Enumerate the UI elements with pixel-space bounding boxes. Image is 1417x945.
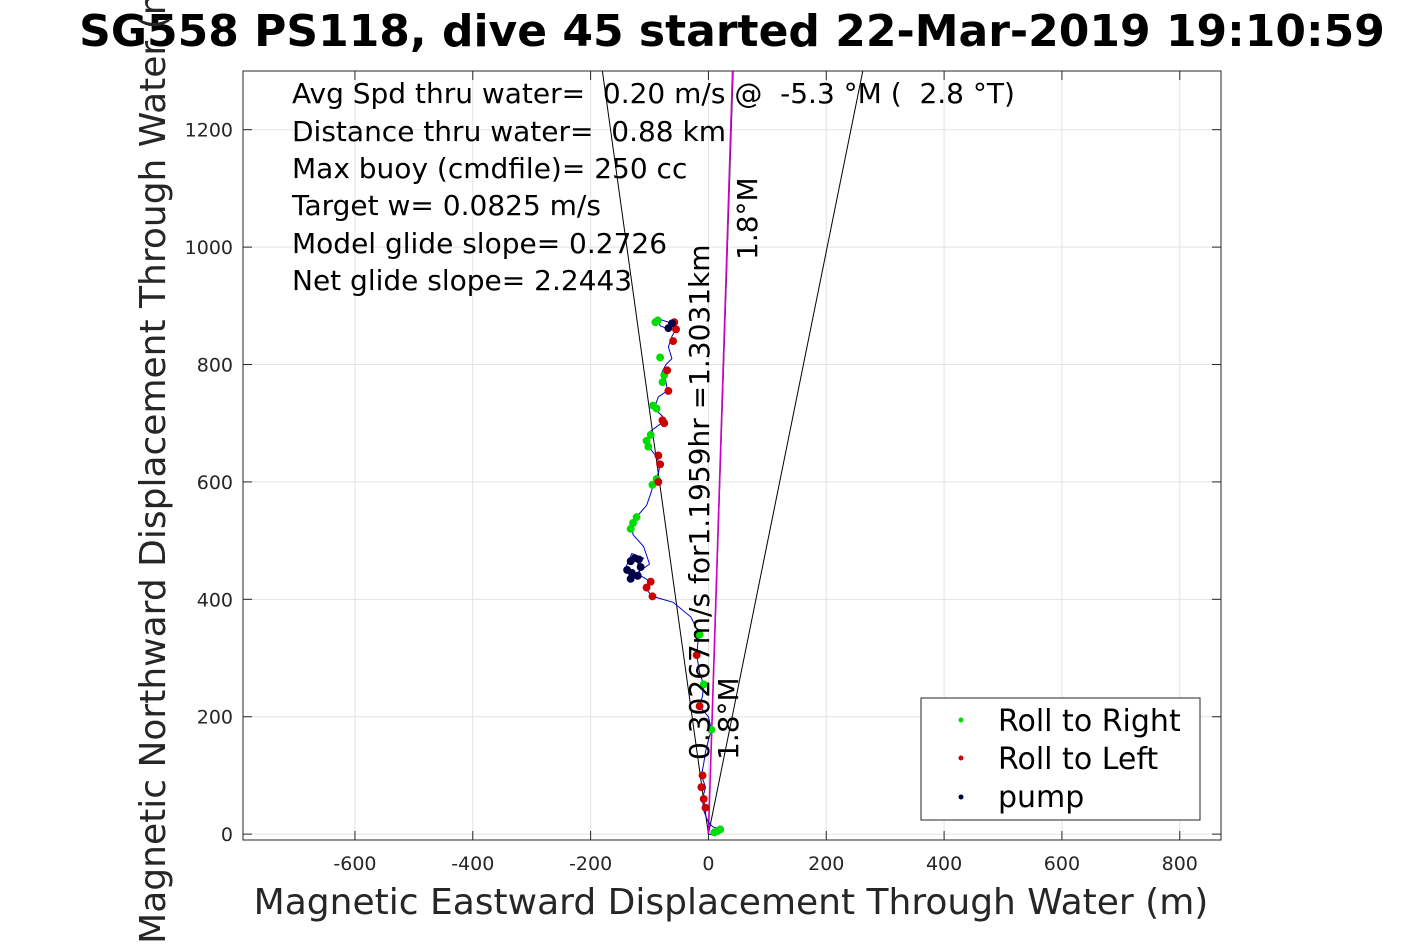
roll-left-point	[663, 366, 672, 375]
legend-box	[920, 697, 1201, 821]
roll-left-point	[646, 577, 655, 586]
roll-left-point	[701, 803, 710, 812]
y-tick-label: 800	[197, 355, 233, 377]
grid	[243, 71, 1221, 840]
roll-right-point	[716, 825, 725, 834]
y-tick-label: 1200	[185, 120, 233, 142]
roll-right-point	[651, 318, 660, 327]
y-tick-label: 200	[197, 707, 233, 729]
x-tick-label: -600	[333, 853, 376, 875]
roll-left-point	[698, 771, 707, 780]
pump-point	[664, 324, 673, 333]
annotation-avg-speed: Avg Spd thru water= 0.20 m/s @ -5.3 °M (…	[292, 77, 1015, 110]
roll-left-point	[697, 783, 706, 792]
legend-entry-roll-left: Roll to Left	[998, 742, 1158, 777]
annotation-distance: Distance thru water= 0.88 km	[292, 115, 726, 148]
x-tick-label: 0	[702, 853, 714, 875]
legend: Roll to Right Roll to Left pump	[920, 697, 1201, 821]
x-tick-label: -200	[569, 853, 612, 875]
roll-right-point	[644, 442, 653, 451]
roll-left-point	[654, 477, 663, 486]
heading-label-lower: 1.8°M	[712, 677, 745, 760]
roll-right-point	[646, 431, 655, 439]
roll-left-point	[669, 337, 678, 345]
roll-right-point	[710, 828, 719, 837]
pump-point	[633, 571, 642, 580]
roll-right-point	[649, 401, 658, 410]
roll-left-point	[695, 702, 704, 711]
roll-left-point	[648, 592, 657, 601]
x-tick-label: 200	[808, 853, 844, 875]
y-tick-labels: 0 200 400 600 800 1000 1200	[185, 120, 233, 846]
x-tick-label: 600	[1044, 853, 1080, 875]
pump-point	[627, 568, 636, 577]
plot-area-frame	[242, 70, 1222, 841]
roll-left-point	[658, 416, 667, 425]
roll-right-point	[707, 725, 716, 734]
x-tick-labels: -600 -400 -200 0 200 400 600 800	[333, 853, 1198, 875]
y-tick-label: 400	[197, 589, 233, 611]
legend-marker-pump	[958, 794, 964, 800]
pump-point	[630, 554, 639, 563]
roll-right-point	[658, 378, 667, 387]
legend-entry-pump: pump	[998, 780, 1084, 815]
y-tick-label: 0	[221, 824, 233, 846]
annotation-block: Avg Spd thru water= 0.20 m/s @ -5.3 °M (…	[291, 77, 1015, 297]
legend-marker-roll-right	[958, 717, 964, 723]
y-axis-label: Magnetic Northward Displacement Through …	[133, 0, 174, 944]
vector-label: 0.30267m/s for1.1959hr =1.3031km	[683, 244, 716, 760]
roll-left-point	[672, 325, 680, 334]
roll-left-point	[654, 451, 663, 460]
roll-left-point	[664, 386, 673, 395]
roll-right-point	[626, 524, 635, 533]
roll-right-point	[695, 630, 704, 639]
roll-right-point	[656, 353, 665, 362]
roll-left-point	[699, 794, 708, 803]
roll-left-point	[642, 583, 651, 592]
cone-line	[707, 70, 864, 835]
annotation-net-glide: Net glide slope= 2.2443	[292, 264, 632, 297]
x-axis-label: Magnetic Eastward Displacement Through W…	[254, 882, 1209, 923]
heading-label-upper: 1.8°M	[731, 177, 764, 260]
cone-line	[601, 70, 709, 835]
annotation-model-glide: Model glide slope= 0.2726	[292, 227, 667, 260]
roll-right-point	[699, 680, 708, 689]
vector-line	[707, 70, 734, 835]
tick-marks	[243, 71, 1221, 840]
annotation-max-buoy: Max buoy (cmdfile)= 250 cc	[292, 152, 687, 185]
pump-point	[636, 563, 645, 571]
data-points	[623, 316, 725, 837]
roll-right-point	[632, 513, 641, 522]
x-tick-label: 800	[1162, 853, 1198, 875]
legend-entry-roll-right: Roll to Right	[998, 704, 1181, 739]
chart-title: SG558 PS118, dive 45 started 22-Mar-2019…	[79, 6, 1385, 57]
annotation-target-w: Target w= 0.0825 m/s	[291, 189, 601, 222]
y-tick-label: 1000	[185, 237, 233, 259]
y-tick-label: 600	[197, 472, 233, 494]
roll-right-point	[648, 480, 657, 489]
roll-left-point	[656, 460, 665, 469]
x-tick-label: 400	[926, 853, 962, 875]
x-tick-label: -400	[451, 853, 494, 875]
legend-marker-roll-left	[958, 755, 964, 761]
roll-left-point	[692, 651, 701, 660]
